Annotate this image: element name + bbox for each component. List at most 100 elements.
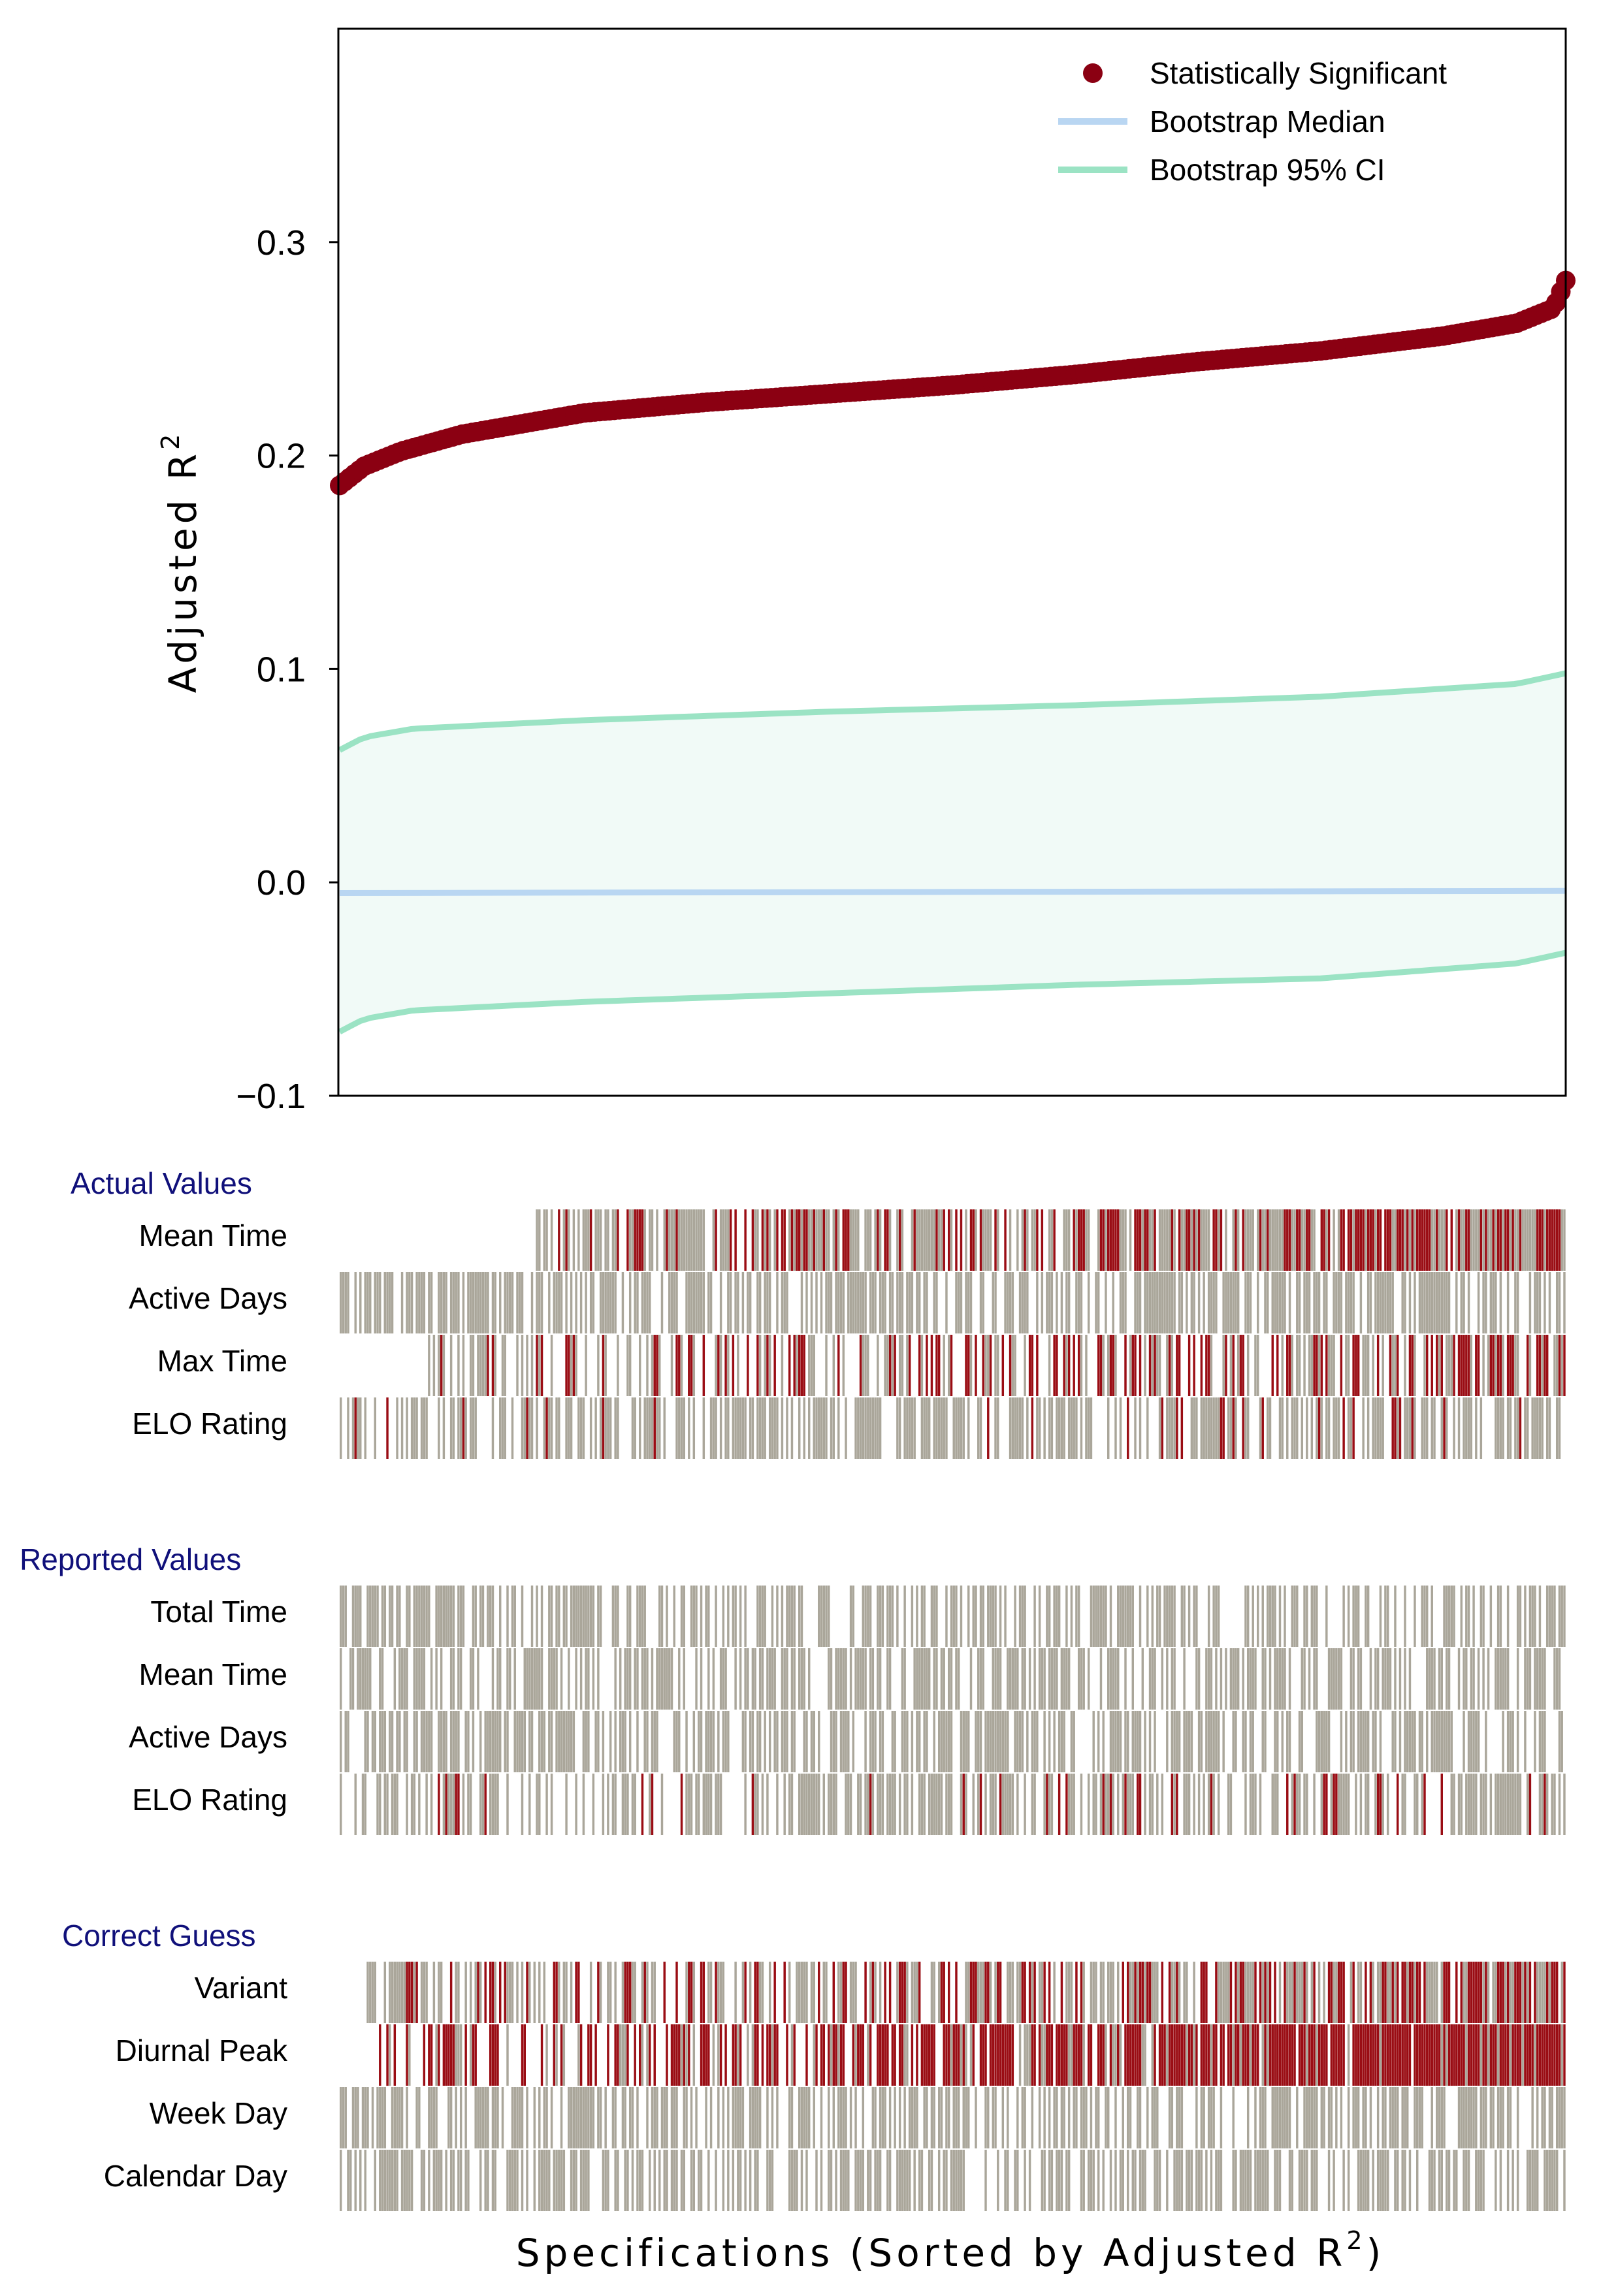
indicator-bar bbox=[916, 2087, 918, 2148]
indicator-bar bbox=[628, 1209, 632, 1271]
indicator-bar bbox=[1340, 1209, 1343, 1271]
indicator-bar bbox=[1077, 2024, 1080, 2086]
indicator-bar bbox=[724, 1711, 727, 1772]
indicator-bar bbox=[1232, 1397, 1235, 1459]
indicator-bar bbox=[592, 2087, 595, 2148]
indicator-bar bbox=[943, 1397, 945, 1459]
indicator-bar bbox=[1212, 1586, 1215, 1647]
indicator-bar bbox=[1021, 2087, 1024, 2148]
indicator-bar bbox=[933, 1648, 935, 1710]
indicator-bar bbox=[979, 1209, 982, 1271]
indicator-bar bbox=[1492, 1272, 1495, 1333]
indicator-bar bbox=[857, 1774, 860, 1835]
indicator-bar bbox=[903, 2087, 906, 2148]
indicator-bar bbox=[950, 1648, 953, 1710]
indicator-bar bbox=[1374, 1774, 1377, 1835]
indicator-bar bbox=[459, 1648, 462, 1710]
indicator-bar bbox=[1455, 1272, 1458, 1333]
indicator-bar bbox=[528, 1774, 531, 1835]
indicator-bar bbox=[1112, 1209, 1114, 1271]
indicator-bar bbox=[1555, 1648, 1559, 1710]
indicator-bar bbox=[587, 2150, 590, 2211]
indicator-bar bbox=[1031, 1962, 1034, 2023]
indicator-bar bbox=[820, 2087, 823, 2148]
indicator-bar bbox=[1327, 2150, 1331, 2211]
indicator-bar bbox=[1534, 2024, 1536, 2086]
indicator-bar bbox=[1362, 2150, 1365, 2211]
indicator-bar bbox=[1117, 2024, 1120, 2086]
indicator-bar bbox=[449, 1335, 453, 1396]
indicator-bar bbox=[1154, 2024, 1156, 2086]
indicator-bar bbox=[771, 1648, 774, 1710]
indicator-bar bbox=[864, 1586, 867, 1647]
indicator-bar bbox=[670, 1209, 673, 1271]
indicator-bar bbox=[1453, 2150, 1455, 2211]
indicator-bar bbox=[1379, 2024, 1382, 2086]
indicator-bar bbox=[1131, 1648, 1134, 1710]
indicator-bar bbox=[982, 2024, 984, 2086]
indicator-bar bbox=[1516, 1272, 1519, 1333]
indicator-bar bbox=[1401, 2150, 1404, 2211]
indicator-bar bbox=[1487, 1962, 1490, 2023]
indicator-bar bbox=[1148, 1774, 1152, 1835]
indicator-bar bbox=[1516, 1397, 1519, 1459]
indicator-bar bbox=[614, 1774, 617, 1835]
indicator-bar bbox=[651, 1335, 654, 1396]
indicator-bar bbox=[528, 1648, 531, 1710]
indicator-bar bbox=[469, 1397, 472, 1459]
indicator-bar bbox=[874, 2087, 877, 2148]
indicator-bar bbox=[1369, 2087, 1372, 2148]
indicator-bar bbox=[398, 2087, 401, 2148]
indicator-bar bbox=[1359, 2150, 1363, 2211]
indicator-bar bbox=[1173, 1648, 1176, 1710]
indicator-bar bbox=[1139, 1272, 1142, 1333]
indicator-bar bbox=[1367, 1272, 1370, 1333]
indicator-bar bbox=[621, 2024, 624, 2086]
indicator-bar bbox=[830, 1272, 833, 1333]
indicator-bar bbox=[1489, 1774, 1493, 1835]
indicator-bar bbox=[543, 1397, 546, 1459]
indicator-bar bbox=[479, 1711, 482, 1772]
indicator-bar bbox=[1526, 2024, 1529, 2086]
indicator-bar bbox=[400, 2150, 404, 2211]
indicator-bar bbox=[1016, 1711, 1019, 1772]
indicator-bar bbox=[1082, 1962, 1085, 2023]
indicator-bar bbox=[587, 1586, 590, 1647]
indicator-bar bbox=[1325, 1272, 1328, 1333]
indicator-bar bbox=[1281, 1711, 1284, 1772]
indicator-bar bbox=[1163, 1586, 1166, 1647]
indicator-bar bbox=[494, 1335, 496, 1396]
indicator-bar bbox=[1252, 1962, 1254, 2023]
indicator-bar bbox=[1347, 1209, 1350, 1271]
indicator-bar bbox=[1063, 1648, 1065, 1710]
indicator-bar bbox=[1512, 2150, 1514, 2211]
indicator-bar bbox=[1200, 1209, 1203, 1271]
indicator-bar bbox=[982, 1272, 984, 1333]
indicator-bar bbox=[997, 2024, 999, 2086]
indicator-bar bbox=[734, 1962, 737, 2023]
indicator-bar bbox=[1124, 2024, 1127, 2086]
indicator-bar bbox=[1215, 1648, 1218, 1710]
indicator-bar bbox=[717, 1711, 720, 1772]
indicator-bar bbox=[469, 1648, 472, 1710]
indicator-bar bbox=[1357, 1711, 1360, 1772]
indicator-bar bbox=[997, 1335, 999, 1396]
indicator-bar bbox=[1555, 1209, 1559, 1271]
indicator-bar bbox=[646, 2087, 649, 2148]
indicator-bar bbox=[1538, 2024, 1542, 2086]
indicator-bar bbox=[1073, 1711, 1075, 1772]
indicator-bar bbox=[562, 1586, 566, 1647]
indicator-bar bbox=[683, 2024, 686, 2086]
indicator-bar bbox=[1438, 2087, 1441, 2148]
indicator-bar bbox=[491, 2087, 494, 2148]
indicator-bar bbox=[1431, 1397, 1433, 1459]
indicator-bar bbox=[1509, 2087, 1512, 2148]
indicator-bar bbox=[758, 1586, 762, 1647]
indicator-bar bbox=[1323, 1711, 1325, 1772]
indicator-bar bbox=[1009, 1209, 1012, 1271]
indicator-bar bbox=[1180, 1397, 1184, 1459]
indicator-bar bbox=[930, 1586, 933, 1647]
indicator-bar bbox=[1168, 1272, 1171, 1333]
indicator-bar bbox=[1007, 2087, 1009, 2148]
indicator-bar bbox=[1271, 1335, 1274, 1396]
